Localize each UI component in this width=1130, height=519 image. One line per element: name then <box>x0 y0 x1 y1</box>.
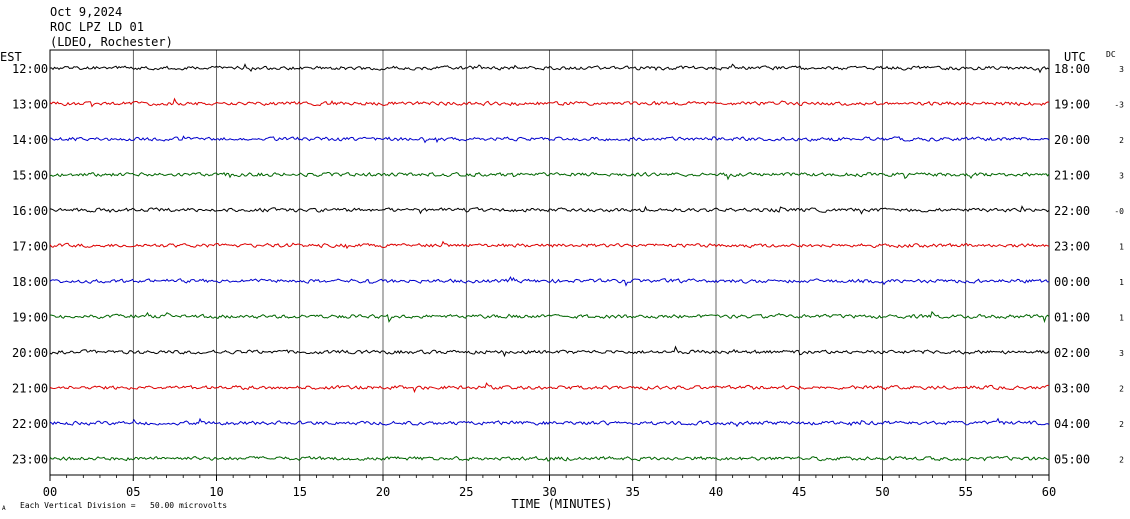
est-hour-label: 14:00 <box>12 133 48 147</box>
trace-row-5 <box>49 205 1050 215</box>
est-hour-label: 13:00 <box>12 98 48 112</box>
dc-offset-value: -0 <box>1114 207 1124 216</box>
trace-row-10 <box>49 382 1050 394</box>
x-tick-label: 30 <box>542 485 556 499</box>
x-tick-label: 55 <box>959 485 973 499</box>
x-tick-label: 10 <box>209 485 223 499</box>
utc-hour-label: 19:00 <box>1054 98 1090 112</box>
header-network: (LDEO, Rochester) <box>50 35 173 49</box>
utc-hour-label: 00:00 <box>1054 275 1090 289</box>
trace-row-2 <box>49 97 1050 108</box>
trace-row-4 <box>49 171 1050 181</box>
trace-row-11 <box>49 417 1050 428</box>
dc-offset-value: 3 <box>1119 65 1124 74</box>
trace-row-7 <box>49 276 1050 287</box>
est-hour-label: 22:00 <box>12 417 48 431</box>
dc-offset-value: 1 <box>1119 314 1124 323</box>
trace-row-8 <box>49 310 1050 324</box>
x-tick-label: 20 <box>376 485 390 499</box>
utc-hour-label: 22:00 <box>1054 204 1090 218</box>
x-tick-label: 60 <box>1042 485 1056 499</box>
x-tick-label: 05 <box>126 485 140 499</box>
x-tick-label: 35 <box>626 485 640 499</box>
utc-hour-label: 23:00 <box>1054 240 1090 254</box>
x-tick-label: 00 <box>43 485 57 499</box>
dc-offset-value: 2 <box>1119 420 1124 429</box>
utc-hour-label: 21:00 <box>1054 169 1090 183</box>
est-hour-label: 15:00 <box>12 169 48 183</box>
trace-row-3 <box>49 135 1050 144</box>
est-hour-label: 12:00 <box>12 62 48 76</box>
utc-axis-title: UTC <box>1064 50 1086 64</box>
utc-hour-label: 03:00 <box>1054 382 1090 396</box>
dc-offset-value: -3 <box>1114 101 1124 110</box>
trace-row-9 <box>49 345 1050 358</box>
trace-row-6 <box>49 240 1050 250</box>
x-tick-label: 50 <box>875 485 889 499</box>
dc-offset-value: 3 <box>1119 349 1124 358</box>
dc-offset-value: 2 <box>1119 385 1124 394</box>
est-hour-label: 20:00 <box>12 346 48 360</box>
dc-offset-value: 1 <box>1119 278 1124 287</box>
dc-offset-value: 2 <box>1119 456 1124 465</box>
utc-hour-label: 20:00 <box>1054 133 1090 147</box>
scale-icon: A <box>2 505 6 512</box>
x-tick-label: 40 <box>709 485 723 499</box>
utc-hour-label: 01:00 <box>1054 311 1090 325</box>
x-tick-label: 25 <box>459 485 473 499</box>
scale-note: Each Vertical Division = 50.00 microvolt… <box>20 501 227 510</box>
trace-row-1 <box>49 63 1050 74</box>
est-hour-label: 21:00 <box>12 382 48 396</box>
utc-hour-label: 18:00 <box>1054 62 1090 76</box>
header-station: ROC LPZ LD 01 <box>50 20 144 34</box>
x-axis-ticks: 00 05 10 15 20 25 30 35 40 45 50 55 60 <box>43 475 1056 499</box>
x-tick-label: 15 <box>293 485 307 499</box>
utc-hour-label: 02:00 <box>1054 346 1090 360</box>
x-tick-label: 45 <box>792 485 806 499</box>
est-hour-label: 19:00 <box>12 311 48 325</box>
utc-hour-label: 05:00 <box>1054 453 1090 467</box>
est-hour-label: 23:00 <box>12 453 48 467</box>
x-axis-title: TIME (MINUTES) <box>511 497 612 511</box>
trace-row-12 <box>49 455 1049 462</box>
est-hour-label: 18:00 <box>12 275 48 289</box>
est-axis-title: EST <box>0 50 22 64</box>
vertical-gridlines <box>132 50 967 475</box>
est-hour-label: 16:00 <box>12 204 48 218</box>
header-date: Oct 9,2024 <box>50 5 122 19</box>
est-hour-label: 17:00 <box>12 240 48 254</box>
trace-rows <box>49 63 1050 462</box>
dc-offset-value: 1 <box>1119 243 1124 252</box>
dc-offset-value: 3 <box>1119 172 1124 181</box>
row-labels: 12:00 18:00 3 13:00 19:00 -3 14:00 20:00 2 15:00 2… <box>12 62 1124 467</box>
dc-offset-value: 2 <box>1119 136 1124 145</box>
dc-column-title: DC <box>1106 50 1116 59</box>
utc-hour-label: 04:00 <box>1054 417 1090 431</box>
